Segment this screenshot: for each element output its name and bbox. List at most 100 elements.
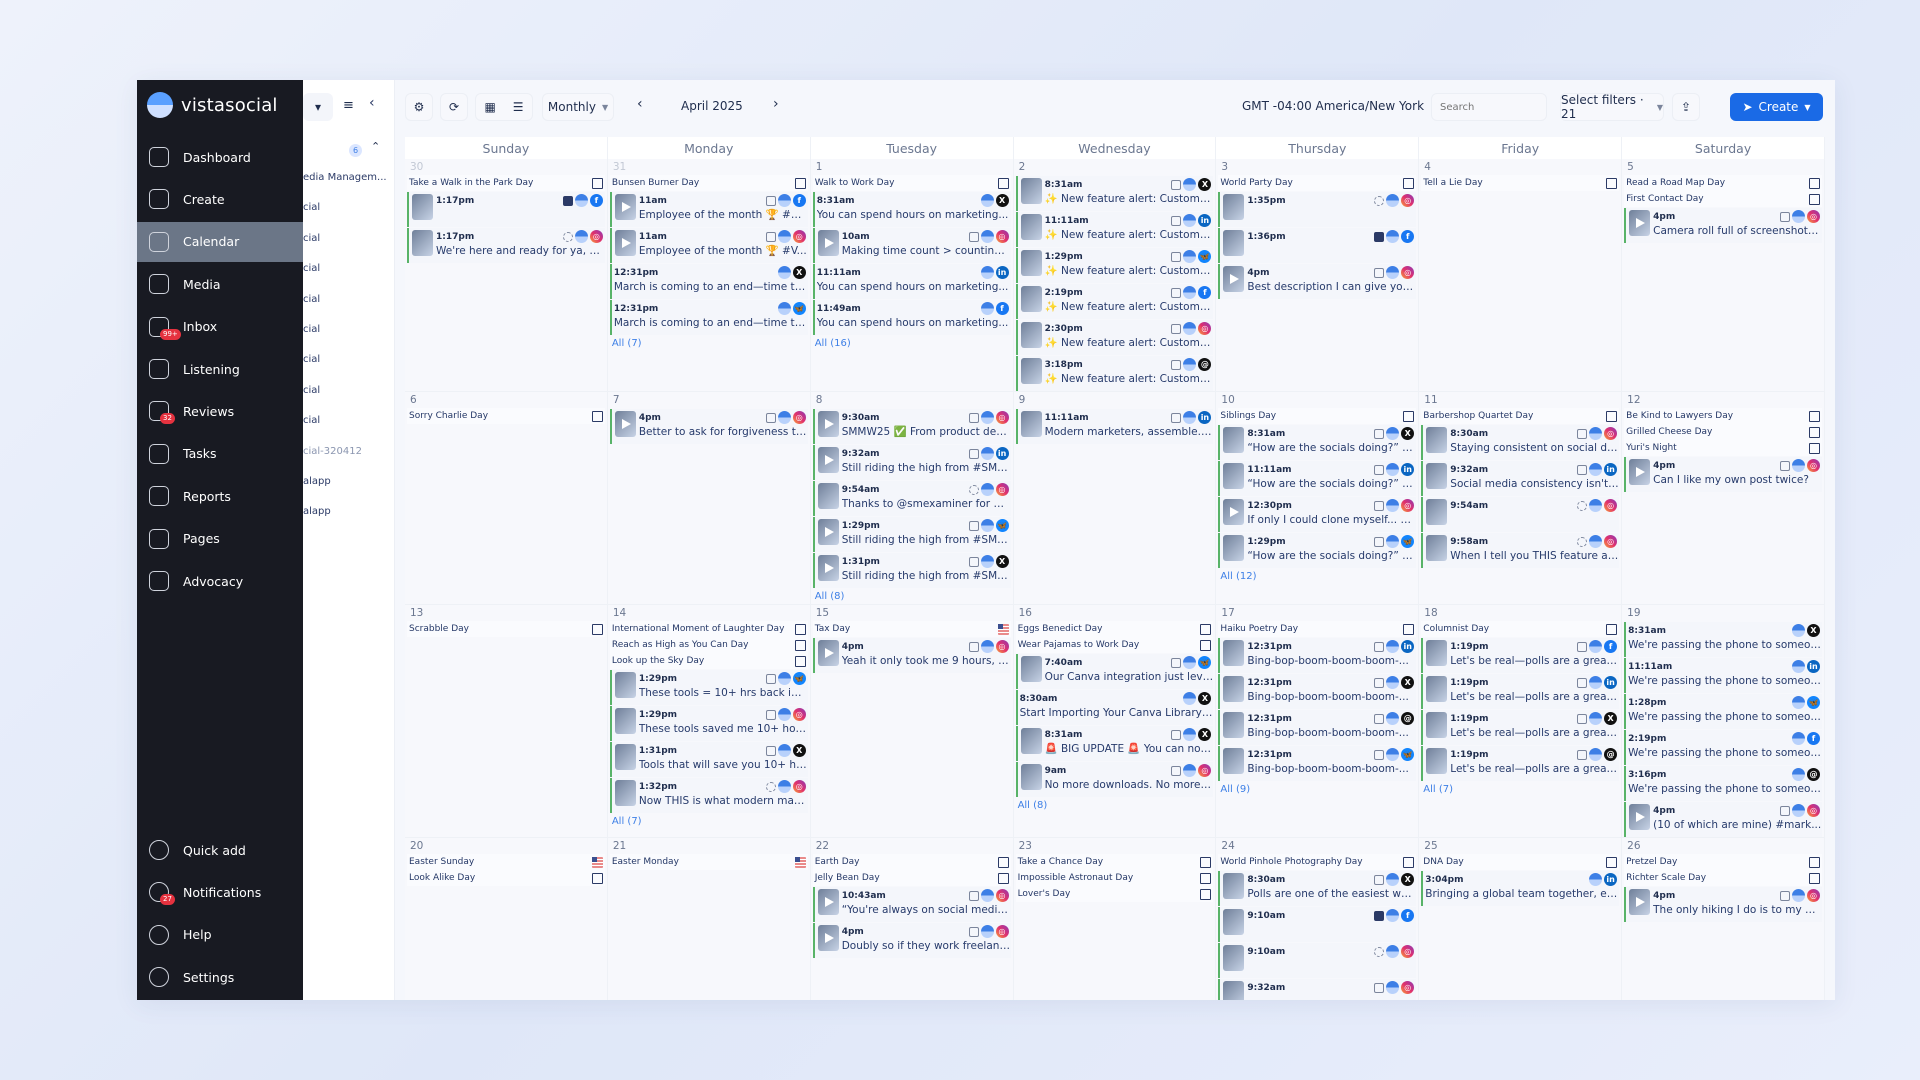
post-card[interactable]: 8:30am Start Importing Your Canva Library…: [1015, 690, 1214, 725]
post-card[interactable]: 1:19pm Let's be real—polls are a great ..…: [1421, 674, 1620, 709]
sidebar-item-notifications[interactable]: 27 Notifications: [137, 872, 303, 912]
day-cell[interactable]: 4 Tell a Lie Day: [1419, 159, 1623, 392]
post-card[interactable]: 2:30pm ✨ New feature alert: Custom C... ◎: [1015, 320, 1214, 355]
day-cell[interactable]: 22 Earth Day Jelly Bean Day 10:43am “You're …: [810, 838, 1014, 1000]
holiday-item[interactable]: International Moment of Laughter Day: [609, 621, 808, 637]
search-input[interactable]: [1431, 93, 1547, 121]
holiday-item[interactable]: Tax Day: [812, 621, 1011, 637]
post-card[interactable]: 1:29pm “How are the socials doing?” A ...…: [1218, 533, 1417, 568]
sidebar-item-settings[interactable]: Settings: [137, 957, 303, 997]
holiday-item[interactable]: Impossible Astronaut Day: [1015, 870, 1214, 886]
holiday-item[interactable]: Lover's Day: [1015, 886, 1214, 902]
sidebar-item-create[interactable]: Create: [137, 179, 303, 219]
post-card[interactable]: 12:31pm March is coming to an end—time to…: [609, 264, 808, 299]
day-cell[interactable]: 3 World Party Day 1:35pm ◎ 1:36pm f 4pm Best de…: [1216, 159, 1420, 392]
day-cell[interactable]: 10 Siblings Day 8:31am “How are the socials…: [1216, 392, 1420, 605]
post-card[interactable]: 1:19pm Let's be real—polls are a great ..…: [1421, 710, 1620, 745]
profile-group-item[interactable]: cial: [303, 415, 321, 427]
show-all-link[interactable]: All (7): [1423, 784, 1454, 795]
holiday-item[interactable]: Bunsen Burner Day: [609, 175, 808, 191]
post-card[interactable]: 1:17pm f: [407, 192, 605, 227]
holiday-item[interactable]: Eggs Benedict Day: [1015, 621, 1214, 637]
sidebar-item-dashboard[interactable]: Dashboard: [137, 137, 303, 177]
day-cell[interactable]: 8 9:30am SMMW25 ✅ From product dem... ◎ 9:32…: [810, 392, 1014, 605]
post-card[interactable]: 1:29pm ✨ New feature alert: Custom C... 🦋: [1015, 248, 1214, 283]
day-cell[interactable]: 16 Eggs Benedict Day Wear Pajamas to Work …: [1013, 605, 1217, 838]
profile-group-item[interactable]: cial: [303, 324, 321, 335]
post-card[interactable]: 8:31am You can spend hours on marketing..…: [812, 192, 1011, 227]
day-cell[interactable]: 19 8:31am We're passing the phone to someo…: [1622, 605, 1825, 838]
post-card[interactable]: 1:17pm We're here and ready for ya, So...…: [407, 228, 605, 263]
day-cell[interactable]: 12 Be Kind to Lawyers Day Grilled Cheese D…: [1622, 392, 1825, 605]
holiday-item[interactable]: Easter Sunday: [407, 854, 605, 870]
holiday-item[interactable]: Richter Scale Day: [1624, 870, 1822, 886]
post-card[interactable]: 9:54am ◎: [1421, 497, 1620, 532]
post-card[interactable]: 4pm Yeah it only took me 9 hours, 3 ... ◎: [812, 638, 1011, 673]
day-cell[interactable]: 24 World Pinhole Photography Day 8:30am Pol…: [1216, 838, 1420, 1000]
post-card[interactable]: 2:19pm ✨ New feature alert: Custom C... f: [1015, 284, 1214, 319]
post-card[interactable]: 9:58am When I tell you THIS feature alo..…: [1421, 533, 1620, 568]
holiday-item[interactable]: Grilled Cheese Day: [1624, 424, 1822, 440]
post-card[interactable]: 3:16pm We're passing the phone to someon.…: [1624, 766, 1822, 801]
sidebar-item-advocacy[interactable]: Advocacy: [137, 561, 303, 601]
post-card[interactable]: 12:31pm Bing-bop-boom-boom-boom-... X: [1218, 674, 1417, 709]
post-card[interactable]: 1:32pm Now THIS is what modern mark... ◎: [609, 778, 808, 813]
post-card[interactable]: 1:31pm Tools that will save you 10+ hou..…: [609, 742, 808, 777]
holiday-item[interactable]: Sorry Charlie Day: [407, 408, 605, 424]
holiday-item[interactable]: Read a Road Map Day: [1624, 175, 1822, 191]
next-month-button[interactable]: ›: [773, 96, 779, 112]
settings-button[interactable]: ⚙: [405, 93, 433, 121]
post-card[interactable]: 1:35pm ◎: [1218, 192, 1417, 227]
holiday-item[interactable]: World Pinhole Photography Day: [1218, 854, 1417, 870]
sidebar-item-tasks[interactable]: Tasks: [137, 434, 303, 474]
holiday-item[interactable]: Walk to Work Day: [812, 175, 1011, 191]
holiday-item[interactable]: Take a Walk in the Park Day: [407, 175, 605, 191]
sidebar-item-quick-add[interactable]: Quick add: [137, 830, 303, 870]
day-cell[interactable]: 18 Columnist Day 1:19pm Let's be real—polls…: [1419, 605, 1623, 838]
post-card[interactable]: 4pm Camera roll full of screenshots ... ◎: [1624, 208, 1822, 243]
post-card[interactable]: 1:19pm Let's be real—polls are a great ..…: [1421, 638, 1620, 673]
logo[interactable]: vistasocial: [147, 92, 278, 118]
post-card[interactable]: 1:29pm These tools saved me 10+ hours... ◎: [609, 706, 808, 741]
post-card[interactable]: 11:11am “How are the socials doing?” A ..…: [1218, 461, 1417, 496]
profile-group-item[interactable]: alapp: [303, 476, 331, 487]
post-card[interactable]: 9:10am f: [1218, 907, 1417, 942]
collapse-chevron-icon[interactable]: ‹: [369, 95, 375, 111]
post-card[interactable]: 8:30am Polls are one of the easiest way..…: [1218, 871, 1417, 906]
post-card[interactable]: 4pm Doubly so if they work freelance... ◎: [812, 923, 1011, 958]
holiday-item[interactable]: Jelly Bean Day: [812, 870, 1011, 886]
prev-month-button[interactable]: ‹: [637, 96, 643, 112]
holiday-item[interactable]: Columnist Day: [1421, 621, 1620, 637]
sidebar-item-pages[interactable]: Pages: [137, 519, 303, 559]
post-card[interactable]: 7:40am Our Canva integration just level..…: [1015, 654, 1214, 689]
holiday-item[interactable]: Scrabble Day: [407, 621, 605, 637]
day-cell[interactable]: 20 Easter Sunday Look Alike Day: [405, 838, 608, 1000]
filter-icon[interactable]: ≡: [343, 98, 354, 113]
post-card[interactable]: 10:43am “You're always on social media...…: [812, 887, 1011, 922]
post-card[interactable]: 9:32am Social media consistency isn't j..…: [1421, 461, 1620, 496]
day-cell[interactable]: 5 Read a Road Map Day First Contact Day 4pm…: [1622, 159, 1825, 392]
day-cell[interactable]: 6 Sorry Charlie Day: [405, 392, 608, 605]
profile-group-item[interactable]: edia Managem...: [303, 172, 387, 183]
post-card[interactable]: 12:31pm Bing-bop-boom-boom-boom-... @: [1218, 710, 1417, 745]
post-card[interactable]: 11:49am You can spend hours on marketing.…: [812, 300, 1011, 335]
sidebar-item-listening[interactable]: Listening: [137, 349, 303, 389]
show-all-link[interactable]: All (9): [1220, 784, 1251, 795]
holiday-item[interactable]: Barbershop Quartet Day: [1421, 408, 1620, 424]
holiday-item[interactable]: Look up the Sky Day: [609, 653, 808, 669]
post-card[interactable]: 1:29pm These tools = 10+ hrs back in m...…: [609, 670, 808, 705]
post-card[interactable]: 8:31am “How are the socials doing?” A ...…: [1218, 425, 1417, 460]
day-cell[interactable]: 26 Pretzel Day Richter Scale Day 4pm The onl…: [1622, 838, 1825, 1000]
profile-group-item[interactable]: cial: [303, 263, 321, 275]
list-view-icon[interactable]: ☰: [512, 100, 524, 114]
view-select[interactable]: Monthly ▼: [542, 93, 614, 121]
post-card[interactable]: 1:28pm We're passing the phone to someon.…: [1624, 694, 1822, 729]
export-button[interactable]: ⇪: [1672, 93, 1700, 121]
post-card[interactable]: 12:30pm If only I could clone myself... G…: [1218, 497, 1417, 532]
sidebar-item-media[interactable]: Media: [137, 264, 303, 304]
post-card[interactable]: 12:31pm Bing-bop-boom-boom-boom-... in: [1218, 638, 1417, 673]
chevron-up-icon[interactable]: ⌃: [371, 140, 381, 153]
filters-select[interactable]: Select filters · 21 ▼: [1560, 93, 1664, 121]
day-cell[interactable]: 2 8:31am ✨ New feature alert: Custom C... X…: [1013, 159, 1217, 392]
timezone-label[interactable]: GMT -04:00 America/New York: [1242, 99, 1425, 113]
